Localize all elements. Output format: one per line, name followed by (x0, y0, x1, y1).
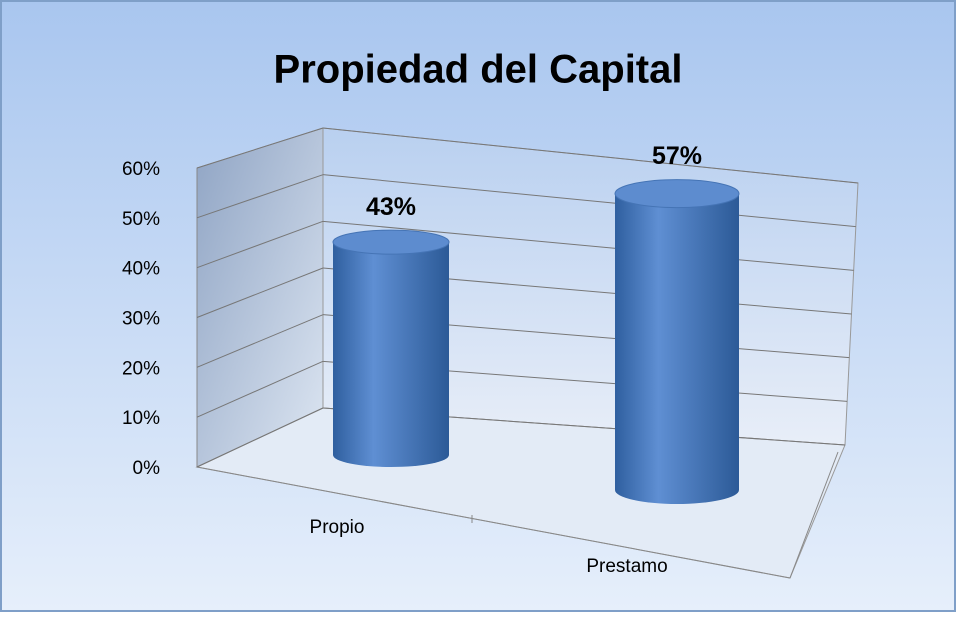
cylinder-body (333, 242, 449, 467)
data-label: 43% (366, 193, 416, 221)
y-tick-label: 60% (122, 159, 160, 180)
grid-line (196, 407, 324, 468)
grid-line (196, 314, 324, 368)
x-axis (196, 466, 791, 579)
grid-line (196, 360, 324, 418)
cylinder-top (332, 229, 450, 255)
y-tick-label: 0% (133, 458, 161, 479)
y-tick-label: 30% (122, 309, 160, 330)
grid-line (196, 127, 324, 169)
grid-line (322, 220, 854, 271)
bar (614, 179, 740, 504)
depth-axis (789, 451, 839, 579)
grid-line (322, 174, 856, 228)
x-tick-label: Propio (310, 517, 365, 538)
grid-line (196, 267, 324, 318)
cylinder-body (615, 193, 739, 504)
x-tick-label: Prestamo (586, 556, 667, 577)
y-tick-label: 40% (122, 259, 160, 280)
side-wall (196, 127, 324, 468)
data-label: 57% (652, 142, 702, 170)
cylinder-top (614, 179, 740, 209)
bar (332, 229, 450, 467)
grid-line (196, 174, 324, 219)
y-tick-label: 10% (122, 408, 160, 429)
grid-line (196, 220, 324, 269)
grid-line (322, 127, 859, 184)
y-tick-label: 50% (122, 209, 160, 230)
chart-title: Propiedad del Capital (274, 48, 683, 92)
y-tick-label: 20% (122, 358, 160, 379)
